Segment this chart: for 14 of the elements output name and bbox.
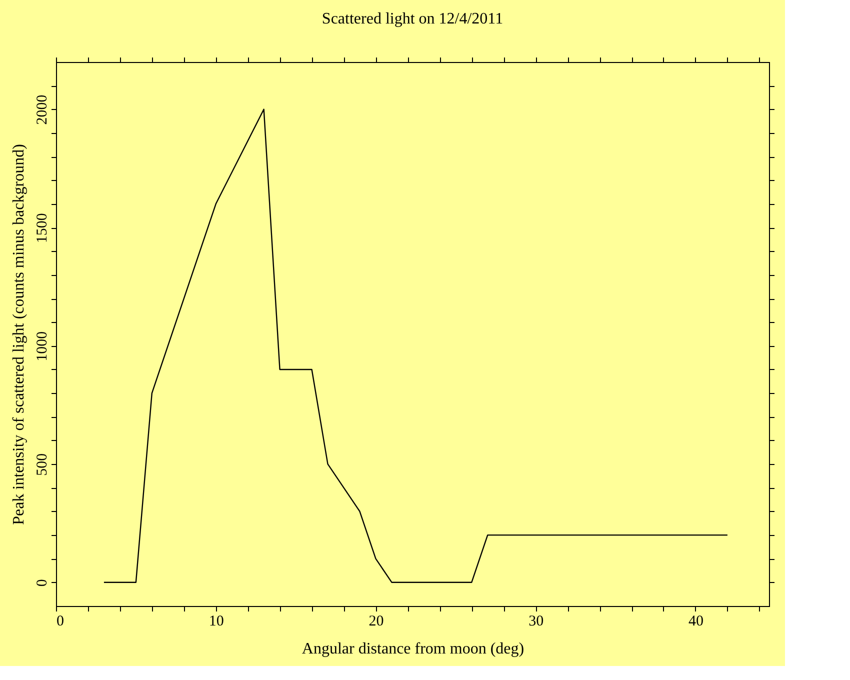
y-tick-label: 500 — [34, 453, 50, 476]
y-tick-label: 1500 — [34, 213, 50, 244]
x-tick-label: 20 — [368, 614, 384, 630]
x-tick-label: 0 — [56, 614, 64, 630]
y-tick-label: 1000 — [34, 331, 50, 362]
x-tick-label: 30 — [528, 614, 544, 630]
y-tick-label: 2000 — [34, 94, 50, 125]
y-axis-title: Peak intensity of scattered light (counts minus background) — [10, 144, 28, 525]
y-tick-label: 0 — [34, 579, 50, 587]
x-axis-title: Angular distance from moon (deg) — [302, 640, 524, 658]
chart-title: Scattered light on 12/4/2011 — [322, 10, 504, 28]
line-series — [103, 108, 728, 583]
x-tick-label: 40 — [688, 614, 704, 630]
x-tick-label: 10 — [208, 614, 224, 630]
